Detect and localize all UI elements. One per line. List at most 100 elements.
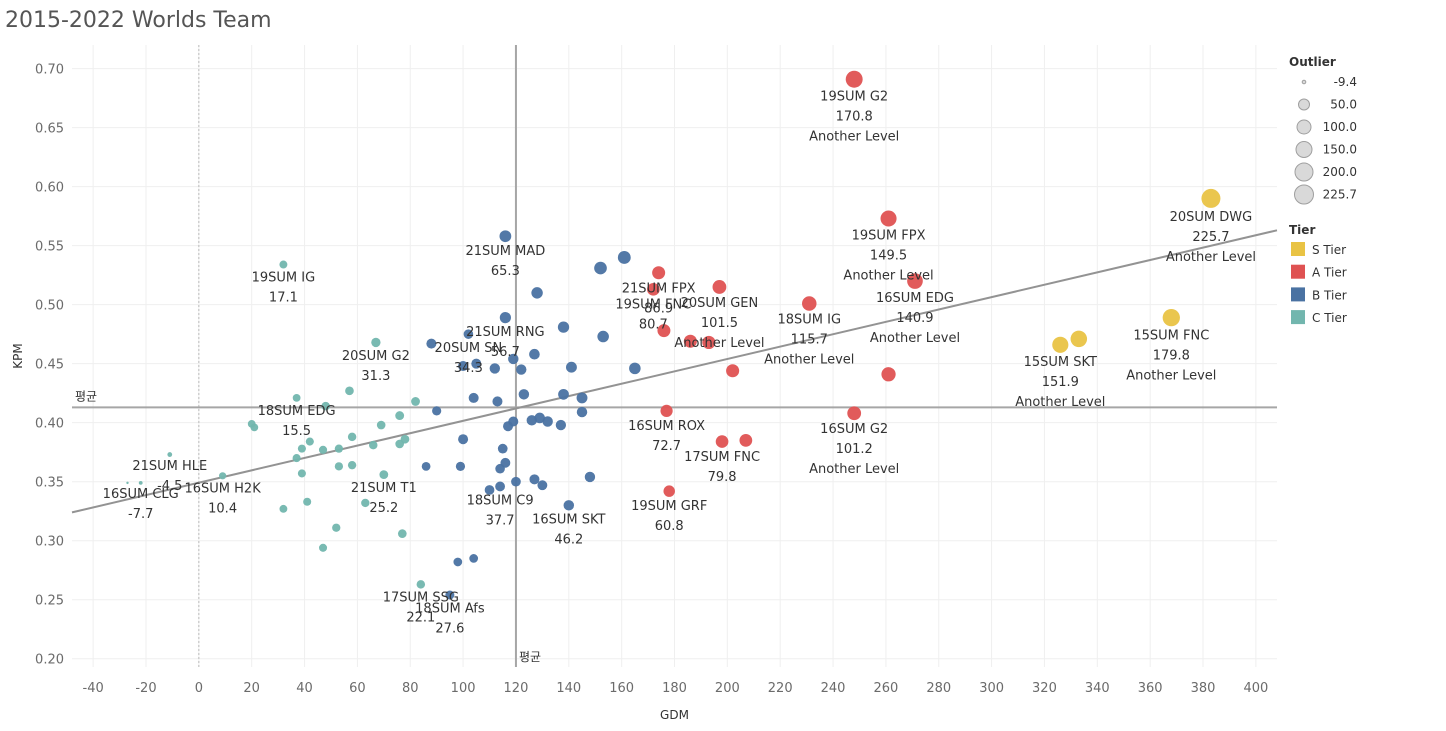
data-point [534, 412, 546, 424]
y-tick-label: 0.60 [35, 181, 64, 196]
data-label: 34.3 [454, 361, 483, 376]
y-tick-label: 0.65 [35, 122, 64, 137]
data-label: 16SUM EDG [876, 291, 954, 306]
data-label: Another Level [809, 462, 899, 477]
data-point [463, 329, 474, 339]
data-point [453, 557, 463, 567]
data-point [557, 321, 570, 333]
x-tick-label: 140 [556, 681, 581, 696]
data-label: 56.7 [491, 345, 520, 360]
y-axis-title: KPM [11, 343, 25, 368]
x-tick-label: -20 [135, 681, 156, 696]
data-point [468, 392, 479, 403]
data-point [584, 471, 596, 483]
data-point [647, 282, 660, 296]
data-label: 18SUM IG [777, 313, 841, 328]
x-tick-label: 280 [926, 681, 951, 696]
data-label: 72.7 [652, 439, 681, 454]
legend: Outlier -9.4 50.0 100.0 150.0 200.0 225.7 Tier S… [1289, 55, 1357, 325]
data-label: 21SUM T1 [351, 481, 417, 496]
size-legend-circle [1294, 162, 1314, 182]
data-point [138, 480, 143, 485]
data-point [305, 437, 314, 446]
x-axis-title: GDM [660, 708, 689, 722]
x-tick-label: 340 [1085, 681, 1110, 696]
data-point [484, 485, 495, 495]
data-point [529, 474, 540, 485]
data-point [489, 363, 500, 374]
data-label: 19SUM FNC [615, 298, 691, 313]
data-point [531, 287, 543, 299]
data-point [499, 230, 512, 243]
data-label: 27.6 [435, 621, 464, 636]
data-point [495, 481, 506, 492]
data-point [511, 476, 521, 487]
data-label: 140.9 [896, 311, 933, 326]
data-label: Another Level [843, 269, 933, 284]
data-label: -4.5 [157, 479, 182, 494]
data-label: 31.3 [361, 369, 390, 384]
data-label: 20SUM G2 [342, 349, 410, 364]
data-label: 17SUM SSG [383, 591, 459, 606]
data-label: 15SUM SKT [1024, 355, 1097, 370]
data-point [421, 461, 431, 471]
data-label: 16SUM G2 [820, 422, 888, 437]
data-point [458, 361, 469, 372]
data-point [321, 401, 330, 411]
data-point [802, 296, 817, 311]
x-tick-label: 120 [504, 681, 529, 696]
size-legend-label: -9.4 [1334, 75, 1357, 89]
data-point [247, 419, 256, 428]
data-point [379, 470, 389, 480]
point-labels: 19SUM G2 170.8 Another Level 19SUM FPX 149.5… [103, 90, 1256, 637]
data-point [652, 266, 666, 280]
x-tick-label: 0 [195, 681, 203, 696]
data-point [845, 70, 863, 88]
data-point [279, 260, 288, 269]
data-point [292, 393, 301, 402]
data-label: 17SUM FNC [684, 450, 760, 465]
data-point [371, 337, 381, 348]
data-label: 20SUM GEN [681, 296, 759, 311]
data-label: 19SUM GRF [631, 499, 707, 514]
x-tick-label: -40 [83, 681, 104, 696]
trend-line-group [71, 229, 1278, 514]
data-label: 16SUM H2K [185, 481, 262, 496]
data-label: 21SUM FPX [622, 281, 696, 296]
x-tick-label: 380 [1191, 681, 1216, 696]
data-point [416, 580, 426, 589]
data-point [332, 523, 341, 532]
y-tick-label: 0.30 [35, 535, 64, 550]
data-point [455, 461, 466, 471]
size-legend-label: 150.0 [1323, 143, 1357, 157]
x-tick-label: 100 [451, 681, 476, 696]
data-point [518, 389, 530, 400]
y-tick-label: 0.25 [35, 594, 64, 609]
data-point [508, 353, 519, 365]
size-legend-label: 100.0 [1323, 120, 1357, 134]
x-tick-label: 200 [715, 681, 740, 696]
tier-legend-swatch [1291, 287, 1305, 302]
axes: -40 -20 0 20 40 60 80 100 120 140 160 180 200 220 240 2… [11, 63, 1268, 722]
data-point [597, 330, 609, 343]
data-point [1052, 336, 1069, 353]
data-point [219, 472, 227, 480]
data-point [516, 364, 527, 375]
data-point [881, 367, 896, 382]
x-tick-label: 400 [1243, 681, 1268, 696]
data-label: 20SUM DWG [1170, 210, 1253, 225]
data-point [297, 444, 306, 453]
data-label: 18SUM Afs [415, 601, 485, 616]
data-point [432, 406, 442, 416]
data-label: 115.7 [791, 333, 828, 348]
data-point [880, 210, 897, 227]
data-point [345, 386, 354, 396]
y-tick-label: 0.20 [35, 653, 64, 668]
tier-legend-swatch [1291, 242, 1305, 256]
average-x-label: 평균 [519, 650, 541, 664]
data-label: -7.7 [128, 507, 153, 522]
x-tick-label: 20 [243, 681, 260, 696]
data-point [347, 432, 357, 442]
size-legend-label: 200.0 [1323, 165, 1357, 179]
data-label: 46.2 [554, 533, 583, 548]
